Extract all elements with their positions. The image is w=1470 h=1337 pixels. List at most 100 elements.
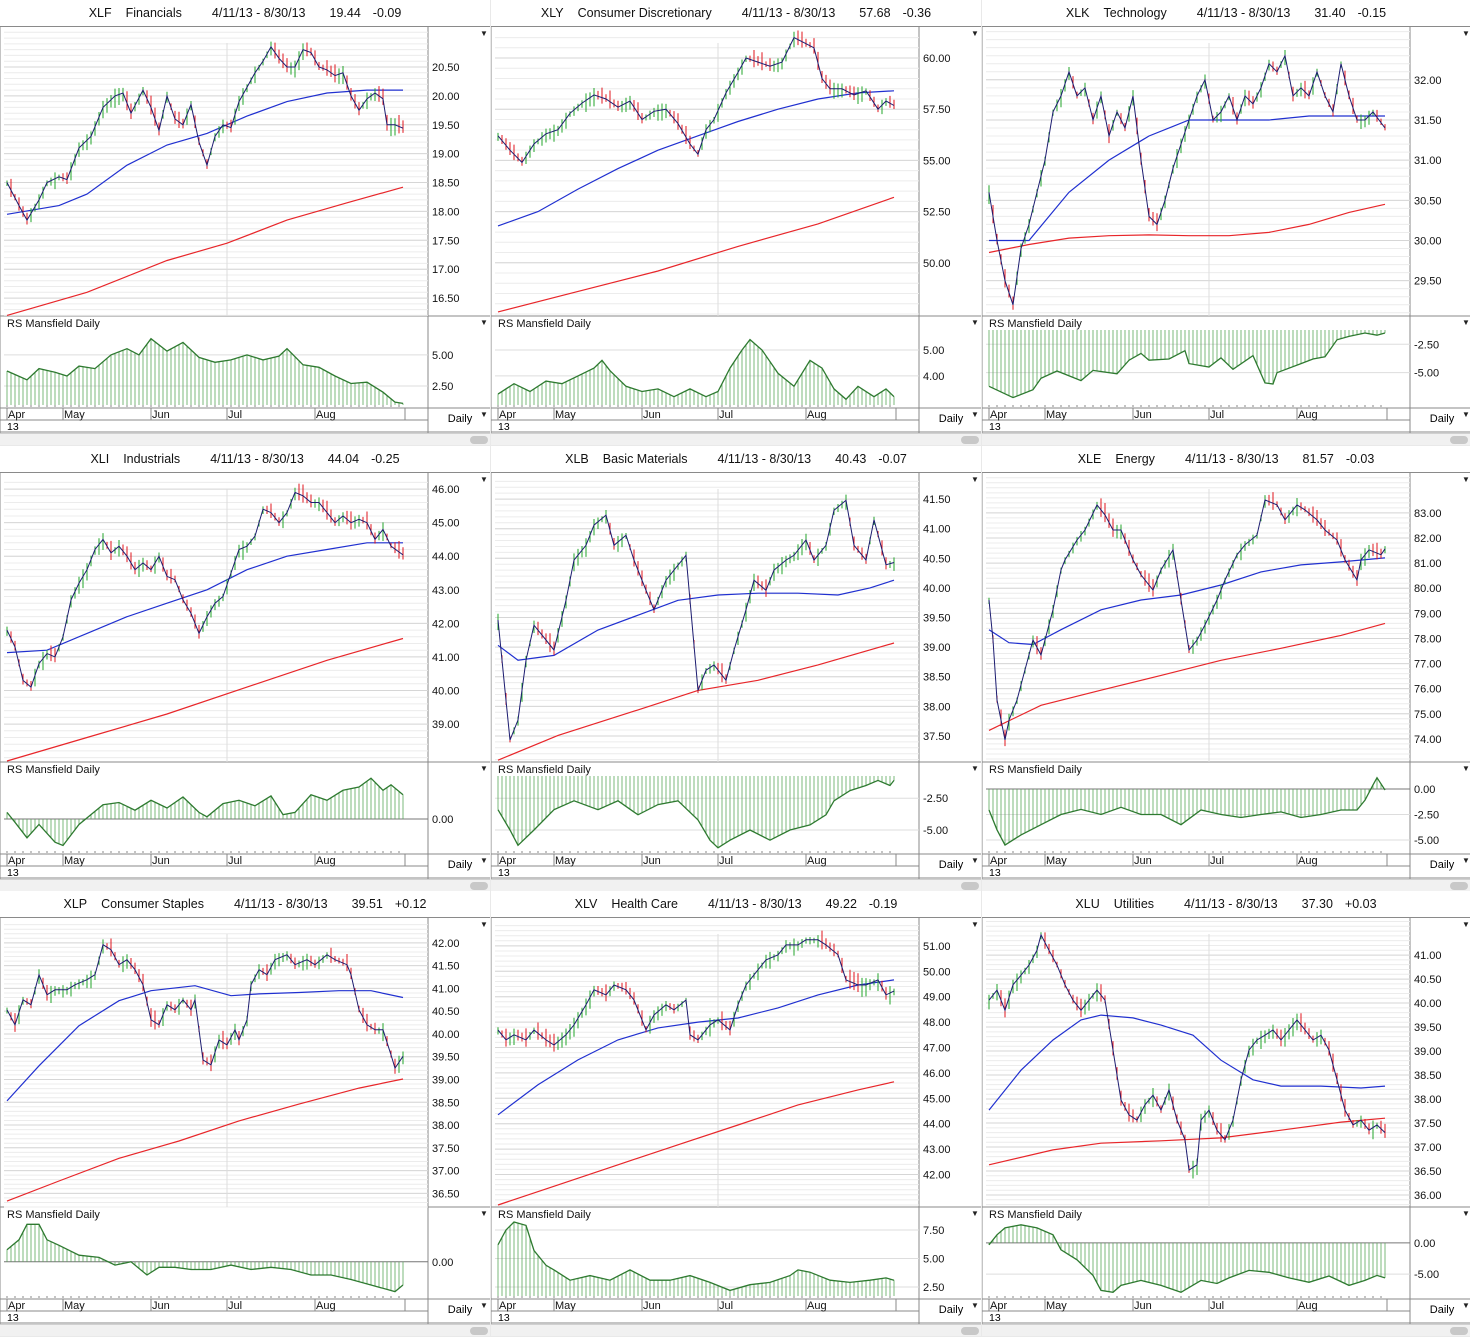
period-dropdown-icon[interactable]: ▼	[971, 856, 979, 865]
rs-tick-label: -5.00	[1414, 1269, 1439, 1281]
last-price: 40.43	[835, 452, 867, 466]
rs-axis-dropdown-icon[interactable]: ▼	[480, 764, 488, 773]
horizontal-scrollbar[interactable]	[491, 879, 981, 891]
period-dropdown-icon[interactable]: ▼	[480, 856, 488, 865]
period-select[interactable]: Daily	[1412, 1304, 1470, 1316]
scroll-thumb[interactable]	[961, 1327, 979, 1335]
rs-axis-dropdown-icon[interactable]: ▼	[1462, 318, 1470, 327]
period-dropdown-icon[interactable]: ▼	[1462, 1301, 1470, 1310]
sma50-line	[988, 557, 1386, 646]
price-tick-label: 50.00	[923, 258, 951, 270]
last-price: 19.44	[329, 6, 361, 20]
rs-axis-dropdown-icon[interactable]: ▼	[1462, 1209, 1470, 1218]
rs-tick-label: 0.00	[432, 1257, 453, 1269]
price-tick-label: 79.00	[1414, 608, 1442, 620]
sma200-line	[6, 186, 404, 316]
rs-axis-dropdown-icon[interactable]: ▼	[971, 764, 979, 773]
price-axis-dropdown-icon[interactable]: ▼	[971, 920, 979, 929]
scroll-thumb[interactable]	[1450, 882, 1468, 890]
period-select[interactable]: Daily	[430, 859, 490, 871]
rs-axis-dropdown-icon[interactable]: ▼	[971, 318, 979, 327]
scroll-thumb[interactable]	[1450, 1327, 1468, 1335]
horizontal-scrollbar[interactable]	[982, 879, 1470, 891]
price-axis-dropdown-icon[interactable]: ▼	[480, 475, 488, 484]
price-axis-dropdown-icon[interactable]: ▼	[480, 920, 488, 929]
horizontal-scrollbar[interactable]	[491, 433, 981, 445]
month-label: Jun	[643, 855, 661, 867]
period-select[interactable]: Daily	[430, 413, 490, 425]
horizontal-scrollbar[interactable]	[0, 879, 490, 891]
symbol: XLE	[1077, 452, 1102, 466]
period-dropdown-icon[interactable]: ▼	[1462, 856, 1470, 865]
horizontal-scrollbar[interactable]	[0, 1324, 490, 1336]
price-axis-dropdown-icon[interactable]: ▼	[971, 475, 979, 484]
month-label: May	[1046, 409, 1067, 421]
scroll-thumb[interactable]	[1450, 436, 1468, 444]
price-change: -0.25	[371, 452, 400, 466]
period-select[interactable]: Daily	[1412, 413, 1470, 425]
rs-axis-dropdown-icon[interactable]: ▼	[480, 1209, 488, 1218]
period-label: Daily	[938, 859, 964, 871]
rs-tick-label: -5.00	[1414, 835, 1439, 847]
month-label: Jul	[228, 1300, 242, 1312]
price-tick-label: 44.00	[432, 551, 460, 563]
price-tick-label: 38.00	[1414, 1094, 1442, 1106]
price-chart: 36.00 36.50 37.00 37.50 38.00 38.50 39.00 39.50…	[982, 918, 1470, 1324]
price-tick-label: 82.00	[1414, 533, 1442, 545]
month-label: Aug	[807, 409, 827, 421]
price-chart: 50.00 52.50 55.00 57.50 60.00 4.00 5.00 Apr May J…	[491, 27, 981, 433]
horizontal-scrollbar[interactable]	[982, 1324, 1470, 1336]
price-axis-dropdown-icon[interactable]: ▼	[1462, 920, 1470, 929]
price-tick-label: 40.00	[923, 583, 951, 595]
price-tick-label: 47.00	[923, 1042, 951, 1054]
price-tick-label: 37.00	[432, 1166, 460, 1178]
price-tick-label: 80.00	[1414, 583, 1442, 595]
horizontal-scrollbar[interactable]	[982, 433, 1470, 445]
price-axis-dropdown-icon[interactable]: ▼	[971, 29, 979, 38]
rs-tick-label: 0.00	[432, 814, 453, 826]
horizontal-scrollbar[interactable]	[491, 1324, 981, 1336]
last-price: 49.22	[825, 897, 857, 911]
price-axis-dropdown-icon[interactable]: ▼	[1462, 29, 1470, 38]
rs-tick-label: 5.00	[432, 350, 453, 362]
period-dropdown-icon[interactable]: ▼	[971, 1301, 979, 1310]
price-chart: 42.00 43.00 44.00 45.00 46.00 47.00 48.00 49.00…	[491, 918, 981, 1324]
month-label: Jun	[1134, 855, 1152, 867]
rs-axis-dropdown-icon[interactable]: ▼	[1462, 764, 1470, 773]
rs-tick-label: 5.00	[923, 1254, 944, 1266]
month-label: Jun	[643, 409, 661, 421]
sma50-line	[6, 89, 403, 215]
scroll-thumb[interactable]	[470, 882, 488, 890]
scroll-thumb[interactable]	[470, 436, 488, 444]
month-label: Aug	[316, 409, 336, 421]
price-axis-dropdown-icon[interactable]: ▼	[480, 29, 488, 38]
month-label: May	[555, 855, 576, 867]
last-price: 57.68	[859, 6, 891, 20]
rs-axis-dropdown-icon[interactable]: ▼	[480, 318, 488, 327]
price-change: -0.15	[1357, 6, 1387, 20]
period-select[interactable]: Daily	[1412, 859, 1470, 871]
price-axis-dropdown-icon[interactable]: ▼	[1462, 475, 1470, 484]
period-dropdown-icon[interactable]: ▼	[480, 410, 488, 419]
period-dropdown-icon[interactable]: ▼	[480, 1301, 488, 1310]
scroll-thumb[interactable]	[961, 882, 979, 890]
horizontal-scrollbar[interactable]	[0, 433, 490, 445]
price-tick-label: 20.50	[432, 62, 460, 74]
price-tick-label: 45.00	[923, 1093, 951, 1105]
period-select[interactable]: Daily	[921, 1304, 981, 1316]
period-label: Daily	[1429, 1304, 1455, 1316]
rs-axis-dropdown-icon[interactable]: ▼	[971, 1209, 979, 1218]
close-line	[497, 939, 895, 1046]
period-dropdown-icon[interactable]: ▼	[1462, 410, 1470, 419]
price-tick-label: 78.00	[1414, 633, 1442, 645]
period-dropdown-icon[interactable]: ▼	[971, 410, 979, 419]
price-change: -0.07	[878, 452, 907, 466]
scroll-thumb[interactable]	[961, 436, 979, 444]
period-select[interactable]: Daily	[921, 413, 981, 425]
period-select[interactable]: Daily	[430, 1304, 490, 1316]
scroll-thumb[interactable]	[470, 1327, 488, 1335]
last-price: 31.40	[1314, 6, 1346, 20]
period-select[interactable]: Daily	[921, 859, 981, 871]
sector-name: Financials	[125, 6, 182, 20]
chart-panel-xlp: 36.50 37.00 37.50 38.00 38.50 39.00 39.50 40.00…	[0, 891, 490, 1336]
